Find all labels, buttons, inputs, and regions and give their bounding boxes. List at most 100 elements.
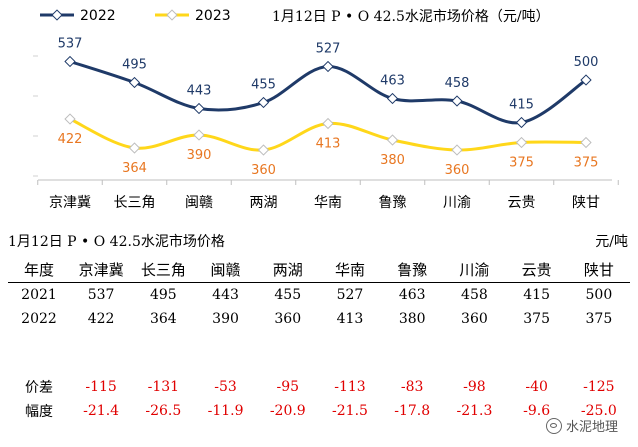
data-label-2022: 495 [122, 58, 147, 73]
point-2022 [193, 102, 205, 115]
table-cell: -11.9 [207, 403, 244, 419]
table-cell: 537 [87, 287, 115, 303]
table-cell: 390 [212, 311, 239, 327]
category-labels: 京津冀 长三角 闽赣 两湖 华南 鲁豫 川渝 云贵 陕甘 [49, 195, 600, 211]
table-column-header: 闽赣 [194, 256, 257, 283]
category-label: 长三角 [114, 195, 156, 211]
table-cell: 500 [585, 287, 613, 303]
point-2023 [386, 134, 399, 146]
data-label-2022: 455 [251, 78, 276, 93]
price-line-chart: 2022 2023 1月12日 P • O 42.5水泥市场价格（元/吨） 537… [33, 8, 619, 211]
point-2023 [322, 117, 334, 130]
point-2023 [451, 144, 463, 156]
table-cell: 458 [461, 287, 488, 303]
data-label-2023: 422 [58, 132, 83, 147]
table-column-header: 川渝 [443, 256, 506, 283]
watermark-text: 水泥地理 [565, 420, 618, 435]
table-cell: 422 [87, 311, 115, 327]
table-cell: 360 [461, 311, 488, 327]
point-2022 [128, 76, 141, 89]
category-label: 华南 [314, 195, 342, 211]
table-cell: 375 [523, 311, 550, 327]
table-row: 幅度 -21.4 -26.5 -11.9 -20.9 -21.5 -17.8 -21.3 -9.… [8, 399, 630, 423]
table-cell: -20.9 [269, 403, 306, 419]
legend-marker [166, 9, 178, 21]
table-column-header: 两湖 [256, 256, 319, 283]
table-cell: -21.5 [332, 403, 368, 419]
point-2023 [515, 136, 528, 149]
legend-label: 2023 [195, 8, 231, 24]
row-label: 价差 [25, 380, 53, 396]
data-label-2022: 500 [574, 55, 599, 70]
table-cell: -83 [400, 379, 424, 395]
table-cell: -95 [276, 379, 300, 395]
table-cell: -40 [525, 379, 548, 395]
table-column-header: 华南 [318, 256, 382, 283]
table-column-header: 鲁豫 [381, 256, 444, 283]
table-cell: 415 [523, 287, 550, 303]
table-unit: 元/吨 [595, 234, 628, 250]
table-row: 2021 537 495 443 455 527 463 458 415 500 [8, 283, 630, 308]
table-cell: -113 [334, 379, 366, 395]
point-2022 [580, 74, 592, 86]
legend-marker [51, 9, 63, 21]
point-2022 [386, 92, 399, 105]
category-label: 陕甘 [572, 195, 600, 211]
table-cell: 360 [274, 311, 302, 327]
table-cell: -17.8 [394, 403, 431, 419]
watermark: 水泥地理 [543, 416, 620, 435]
table-cell: 455 [274, 287, 302, 303]
price-table: 年度 京津冀 长三角 闽赣 两湖 华南 鲁豫 川渝 云贵 陕甘 2021 537 495 443 455… [8, 256, 630, 423]
table-cell: 463 [398, 287, 426, 303]
table-row: 价差 -115 -131 -53 -95 -113 -83 -98 -40 -125 [8, 375, 630, 399]
point-2023 [64, 113, 76, 125]
point-2022 [515, 116, 528, 129]
table-header-row: 年度 京津冀 长三角 闽赣 两湖 华南 鲁豫 川渝 云贵 陕甘 [8, 256, 630, 283]
table-cell: 375 [585, 311, 613, 327]
data-labels: 537 495 443 455 527 463 458 415 500 422 364 390 360 4… [58, 37, 599, 179]
table-cell: 495 [149, 287, 177, 303]
data-label-2023: 360 [445, 163, 470, 178]
data-label-2022: 415 [509, 98, 534, 113]
data-label-2023: 375 [509, 156, 534, 171]
table-header-label: 年度 [8, 256, 70, 283]
table-cell: 364 [149, 311, 177, 327]
data-label-2022: 458 [445, 76, 470, 91]
table-cell: 527 [336, 287, 364, 303]
table-cell: -26.5 [145, 403, 182, 419]
data-label-2022: 537 [58, 37, 83, 52]
category-label: 川渝 [443, 195, 471, 211]
chart-legend: 2022 2023 [40, 8, 231, 24]
category-label: 闽赣 [185, 195, 213, 211]
legend-label: 2022 [80, 8, 116, 24]
data-label-2022: 463 [380, 74, 405, 89]
table-cell: -9.6 [523, 403, 551, 419]
table-cell: -125 [583, 379, 615, 395]
table-column-header: 云贵 [505, 256, 568, 283]
table-cell: -25.0 [580, 403, 617, 419]
x-axis-ticks [33, 55, 619, 185]
point-2023 [257, 144, 270, 156]
table-cell: -115 [85, 379, 117, 395]
point-2022 [64, 55, 76, 68]
table-cell: 413 [336, 311, 364, 327]
data-label-2022: 443 [187, 84, 212, 99]
data-label-2023: 360 [251, 163, 276, 178]
table-title: 1月12日 P • O 42.5水泥市场价格 [8, 234, 225, 250]
table-column-header: 京津冀 [70, 256, 133, 283]
table-cell: -53 [214, 379, 237, 395]
row-label: 幅度 [25, 404, 53, 420]
category-label: 云贵 [508, 195, 536, 211]
table-cell: 380 [398, 311, 426, 327]
point-2023 [128, 142, 141, 154]
point-2023 [580, 136, 592, 149]
data-label-2023: 375 [574, 156, 599, 171]
table-spacer [8, 331, 630, 375]
point-2022 [257, 96, 270, 109]
data-label-2023: 413 [316, 137, 341, 152]
table-cell: -21.4 [83, 403, 120, 419]
table-cell: -21.3 [456, 403, 493, 419]
data-label-2023: 380 [380, 153, 405, 168]
category-label: 鲁豫 [379, 195, 407, 211]
chart-title: 1月12日 P • O 42.5水泥市场价格（元/吨） [272, 8, 550, 25]
